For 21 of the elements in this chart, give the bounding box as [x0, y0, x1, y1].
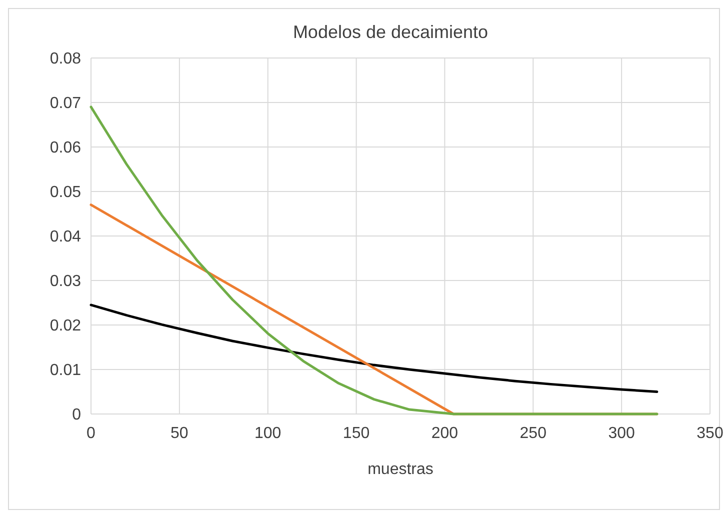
- y-tick-label: 0: [72, 406, 82, 424]
- chart-title: Modelos de decaimiento: [292, 22, 488, 42]
- x-tick-label: 100: [254, 425, 282, 442]
- line-series: [90, 304, 658, 393]
- y-tick-label: 0.08: [50, 50, 82, 68]
- x-tick-label: 250: [520, 425, 547, 442]
- y-tick-label: 0.06: [50, 140, 82, 157]
- y-tick-label: 0.07: [50, 95, 82, 112]
- x-axis-title: muestras: [368, 461, 434, 478]
- line-series: [90, 106, 658, 416]
- x-tick-label: 300: [608, 425, 636, 442]
- x-tick-label: 0: [86, 425, 96, 442]
- x-tick-label: 50: [170, 425, 188, 442]
- y-tick-label: 0.02: [50, 318, 82, 335]
- y-tick-label: 0.04: [50, 228, 82, 246]
- x-tick-label: 150: [342, 425, 370, 442]
- y-tick-label: 0.05: [50, 184, 82, 202]
- y-tick-label: 0.03: [50, 273, 82, 290]
- y-tick-label: 0.01: [50, 362, 82, 380]
- x-tick-label: 200: [431, 425, 458, 442]
- x-tick-label: 350: [696, 425, 724, 442]
